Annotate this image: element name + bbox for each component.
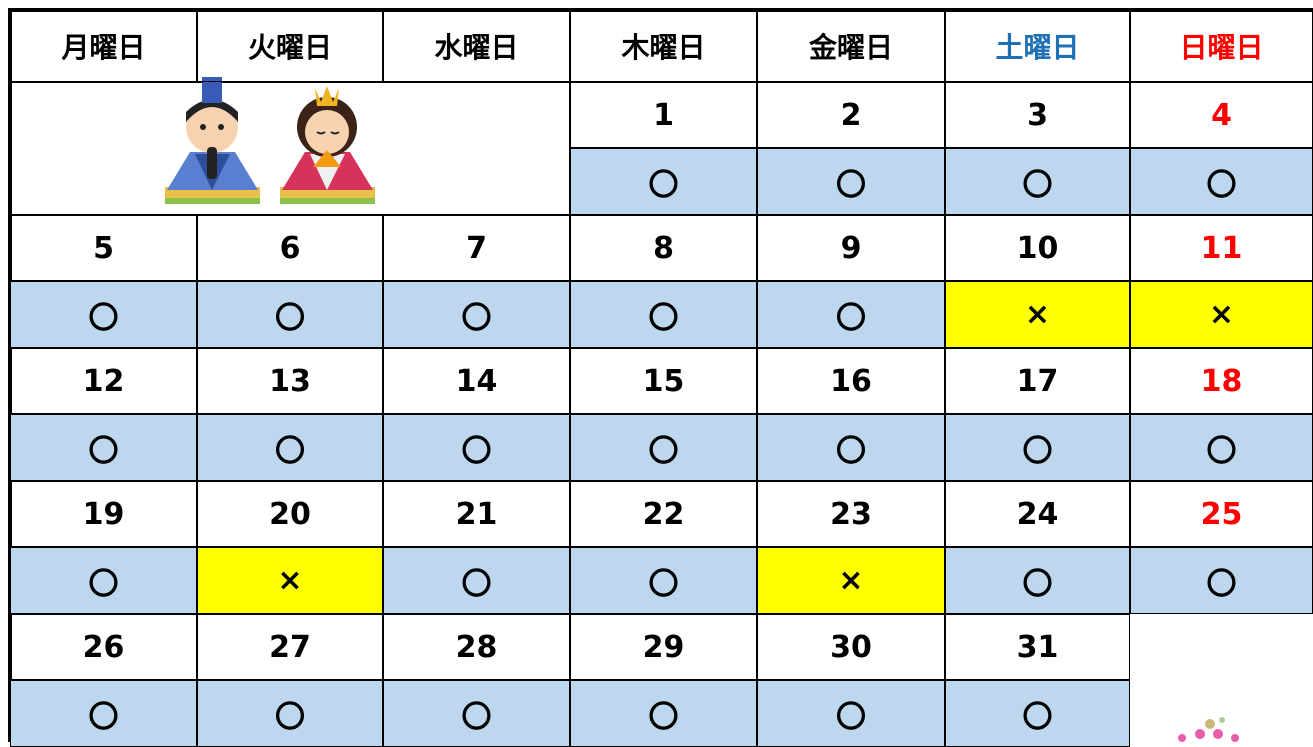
date: 13 bbox=[197, 348, 383, 414]
status: 〇 bbox=[945, 680, 1130, 747]
date: 27 bbox=[197, 614, 383, 680]
status: × bbox=[757, 547, 945, 614]
date: 8 bbox=[570, 215, 757, 281]
status: 〇 bbox=[757, 680, 945, 747]
status: 〇 bbox=[197, 680, 383, 747]
status: 〇 bbox=[10, 414, 197, 481]
date: 16 bbox=[757, 348, 945, 414]
status: 〇 bbox=[757, 148, 945, 215]
date: 11 bbox=[1130, 215, 1313, 281]
day-header: 金曜日 bbox=[757, 10, 945, 82]
status: × bbox=[945, 281, 1130, 348]
date: 19 bbox=[10, 481, 197, 547]
hina-dolls-illustration bbox=[165, 77, 375, 204]
status: 〇 bbox=[197, 281, 383, 348]
date: 3 bbox=[945, 82, 1130, 148]
date: 7 bbox=[383, 215, 570, 281]
date: 30 bbox=[757, 614, 945, 680]
date: 17 bbox=[945, 348, 1130, 414]
date: 12 bbox=[10, 348, 197, 414]
day-header: 水曜日 bbox=[383, 10, 570, 82]
date: 5 bbox=[10, 215, 197, 281]
status: 〇 bbox=[570, 680, 757, 747]
date: 22 bbox=[570, 481, 757, 547]
status: 〇 bbox=[383, 414, 570, 481]
status: 〇 bbox=[570, 148, 757, 215]
date: 6 bbox=[197, 215, 383, 281]
status: 〇 bbox=[10, 680, 197, 747]
status: 〇 bbox=[1130, 414, 1313, 481]
date: 2 bbox=[757, 82, 945, 148]
date: 14 bbox=[383, 348, 570, 414]
date: 21 bbox=[383, 481, 570, 547]
date: 25 bbox=[1130, 481, 1313, 547]
status: 〇 bbox=[570, 547, 757, 614]
date: 29 bbox=[570, 614, 757, 680]
day-header: 日曜日 bbox=[1130, 10, 1313, 82]
date: 4 bbox=[1130, 82, 1313, 148]
status: 〇 bbox=[570, 414, 757, 481]
day-header: 火曜日 bbox=[197, 10, 383, 82]
date: 9 bbox=[757, 215, 945, 281]
status: 〇 bbox=[383, 680, 570, 747]
status: 〇 bbox=[945, 148, 1130, 215]
status: 〇 bbox=[1130, 148, 1313, 215]
status: 〇 bbox=[10, 547, 197, 614]
status: 〇 bbox=[383, 547, 570, 614]
status: 〇 bbox=[945, 547, 1130, 614]
date: 24 bbox=[945, 481, 1130, 547]
status: 〇 bbox=[383, 281, 570, 348]
date: 1 bbox=[570, 82, 757, 148]
date: 18 bbox=[1130, 348, 1313, 414]
status: 〇 bbox=[10, 281, 197, 348]
flower-decoration bbox=[1178, 717, 1239, 742]
day-header: 月曜日 bbox=[10, 10, 197, 82]
date: 10 bbox=[945, 215, 1130, 281]
status: × bbox=[197, 547, 383, 614]
status: 〇 bbox=[757, 414, 945, 481]
date: 28 bbox=[383, 614, 570, 680]
status: 〇 bbox=[1130, 547, 1313, 614]
status: 〇 bbox=[197, 414, 383, 481]
status: × bbox=[1130, 281, 1313, 348]
status: 〇 bbox=[757, 281, 945, 348]
date: 15 bbox=[570, 348, 757, 414]
day-header: 木曜日 bbox=[570, 10, 757, 82]
date: 26 bbox=[10, 614, 197, 680]
merged-cell bbox=[10, 82, 570, 215]
status: 〇 bbox=[570, 281, 757, 348]
status: 〇 bbox=[945, 414, 1130, 481]
date: 23 bbox=[757, 481, 945, 547]
date: 31 bbox=[945, 614, 1130, 680]
day-header: 土曜日 bbox=[945, 10, 1130, 82]
date: 20 bbox=[197, 481, 383, 547]
